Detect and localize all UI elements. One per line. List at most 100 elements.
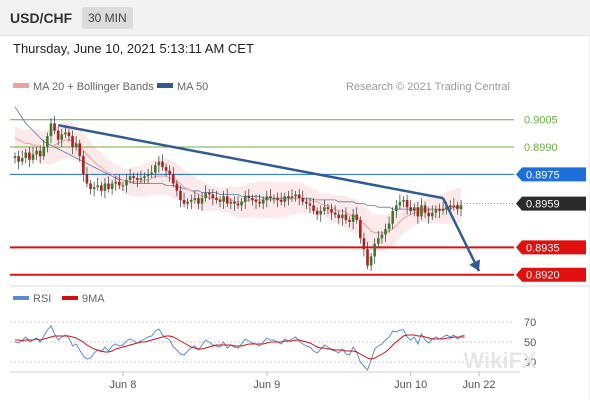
- price-level-labels: 0.9005 0.8990 0.8975 0.8959 0.8935 0.8920: [516, 115, 586, 282]
- candle: [179, 185, 182, 208]
- candle-body: [333, 212, 337, 215]
- candle-body: [456, 205, 459, 210]
- candle: [107, 176, 110, 193]
- candle: [150, 165, 153, 179]
- candle-body: [287, 196, 290, 199]
- projection-arrow-shaft: [441, 197, 481, 272]
- candle-body: [71, 136, 74, 148]
- candle: [96, 178, 100, 191]
- candle: [377, 230, 380, 248]
- candle-body: [254, 199, 258, 202]
- candle-body: [110, 183, 114, 189]
- candle-body: [384, 229, 387, 235]
- candle: [89, 179, 92, 195]
- candle: [24, 148, 28, 164]
- candle: [373, 238, 377, 264]
- candle-body: [136, 178, 139, 180]
- candle: [20, 150, 24, 166]
- candle-body: [92, 187, 96, 189]
- candle: [434, 205, 438, 219]
- candle-body: [240, 201, 243, 206]
- candle-body: [233, 201, 236, 204]
- price-level-tag-0.8990: 0.8990: [524, 142, 558, 154]
- candle: [366, 241, 369, 270]
- candle-body: [323, 207, 326, 211]
- candle-body: [438, 209, 441, 211]
- candle-body: [279, 199, 283, 202]
- candle: [103, 178, 107, 199]
- candle-body: [53, 123, 56, 131]
- symbol-title: USD/CHF: [10, 10, 73, 26]
- candle: [60, 128, 64, 148]
- candle: [236, 196, 240, 210]
- candle-body: [179, 190, 182, 200]
- candle: [31, 147, 35, 164]
- candle: [229, 198, 233, 210]
- rsi-legend: RSI 9MA: [13, 293, 105, 305]
- candle-body: [337, 214, 341, 219]
- candle: [323, 199, 326, 215]
- candle: [279, 192, 283, 206]
- candle-body: [211, 194, 215, 199]
- research-credit: Research © 2021 Trading Central: [346, 81, 510, 93]
- candle-body: [103, 183, 107, 191]
- candle: [294, 190, 297, 202]
- candle-body: [49, 123, 53, 137]
- candle: [143, 172, 146, 184]
- candle-body: [283, 196, 287, 202]
- candle-body: [64, 132, 67, 135]
- candle: [258, 194, 261, 208]
- candle: [157, 156, 161, 173]
- candle-body: [125, 179, 128, 186]
- candle-body: [200, 198, 204, 204]
- candle-body: [391, 210, 394, 224]
- candle: [326, 203, 330, 215]
- candle: [121, 181, 125, 191]
- candle-body: [189, 199, 193, 202]
- candle: [394, 199, 398, 219]
- candle-body: [17, 156, 20, 162]
- timeframe-button[interactable]: 30 MIN: [82, 7, 133, 29]
- rsi-panel: 70 50 30: [10, 317, 536, 371]
- candle-body: [24, 152, 28, 158]
- candle: [171, 167, 175, 188]
- candle-body: [218, 199, 222, 202]
- candle: [164, 163, 168, 177]
- candle-body: [448, 205, 452, 208]
- candle: [287, 190, 290, 206]
- candle-body: [247, 196, 251, 199]
- rsi-level-label: 30: [524, 357, 536, 369]
- x-tick-label: Jun 9: [253, 379, 280, 391]
- candle: [452, 198, 456, 211]
- candle-body: [243, 196, 247, 202]
- candle-body: [398, 201, 402, 206]
- price-level-tag-0.8920: 0.8920: [516, 267, 586, 282]
- candle: [351, 209, 355, 230]
- candle-body: [258, 201, 261, 204]
- candle-body: [168, 170, 171, 175]
- candle: [128, 168, 132, 184]
- candle: [207, 189, 211, 200]
- candle-body: [186, 201, 189, 204]
- candle: [348, 216, 351, 228]
- candle-body: [107, 183, 110, 189]
- candle-body: [276, 198, 279, 200]
- price-level-tag-bg: [516, 196, 586, 211]
- candle-body: [330, 209, 333, 213]
- bollinger-fill: [15, 121, 461, 251]
- candle-body: [150, 172, 153, 175]
- candle: [459, 199, 463, 217]
- candle-body: [377, 238, 380, 244]
- candle-body: [261, 199, 265, 204]
- candle-body: [153, 165, 157, 173]
- candle-body: [118, 181, 121, 186]
- candle: [161, 154, 164, 171]
- candle-body: [359, 220, 362, 239]
- candle-body: [294, 194, 297, 197]
- price-level-label: 0.8990: [524, 142, 558, 154]
- candle: [243, 190, 247, 210]
- candle: [200, 192, 204, 211]
- candle: [153, 161, 157, 179]
- candle-body: [251, 198, 254, 200]
- ma20-legend-label: MA 20 + Bollinger Bands: [33, 81, 154, 93]
